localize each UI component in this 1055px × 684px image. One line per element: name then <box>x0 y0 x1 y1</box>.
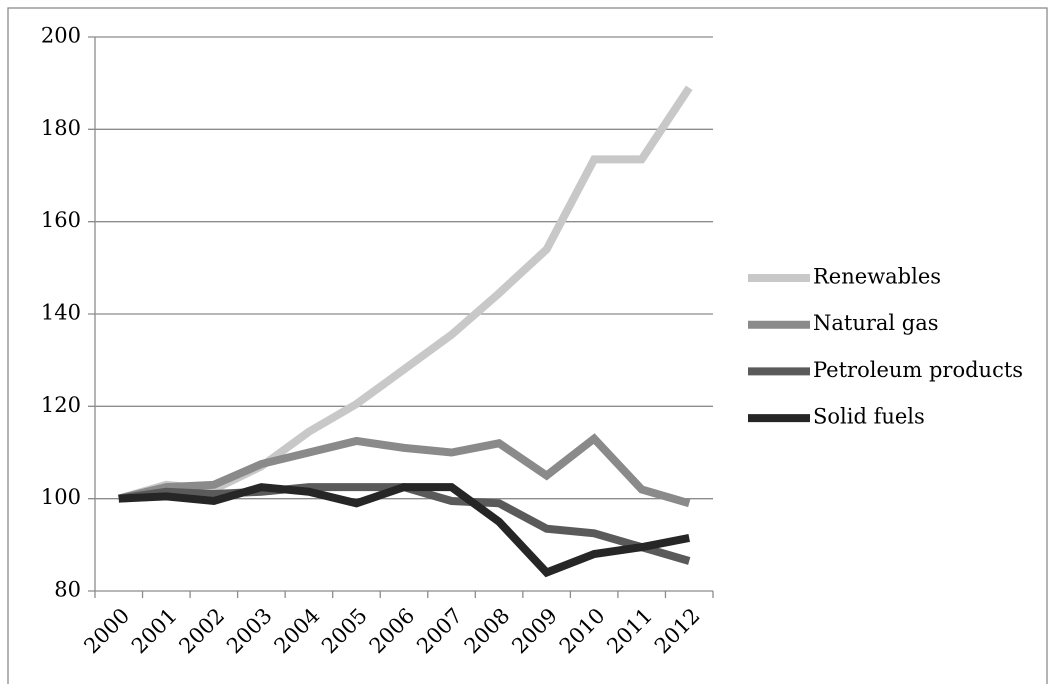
x-tick-label: 2002 <box>175 603 230 658</box>
legend-label: Natural gas <box>813 311 939 335</box>
x-tick-label: 2006 <box>365 603 420 658</box>
frame <box>7 7 1048 684</box>
x-tick-label: 2001 <box>127 603 182 658</box>
y-tick-label: 200 <box>41 24 81 48</box>
x-tick-label: 2009 <box>507 603 562 658</box>
y-tick-label: 120 <box>41 393 81 417</box>
legend-label: Solid fuels <box>813 405 925 429</box>
y-tick-label: 180 <box>41 116 81 140</box>
y-tick-label: 160 <box>41 208 81 232</box>
x-tick-label: 2007 <box>412 603 467 658</box>
x-tick-label: 2012 <box>650 603 705 658</box>
x-tick-label: 2003 <box>222 603 277 658</box>
x-tick-label: 2008 <box>460 603 515 658</box>
x-tick-label: 2000 <box>79 603 134 658</box>
x-tick-label: 2010 <box>555 603 610 658</box>
y-tick-label: 100 <box>41 485 81 509</box>
series-line <box>118 483 690 578</box>
legend-label: Renewables <box>813 265 941 289</box>
legend-label: Petroleum products <box>813 358 1023 382</box>
y-tick-label: 140 <box>41 301 81 325</box>
x-tick-label: 2004 <box>270 603 325 658</box>
x-tick-label: 2011 <box>602 603 657 658</box>
series-line <box>117 433 691 508</box>
y-tick-label: 80 <box>54 578 81 602</box>
series-line <box>117 85 693 503</box>
x-tick-label: 2005 <box>317 603 372 658</box>
